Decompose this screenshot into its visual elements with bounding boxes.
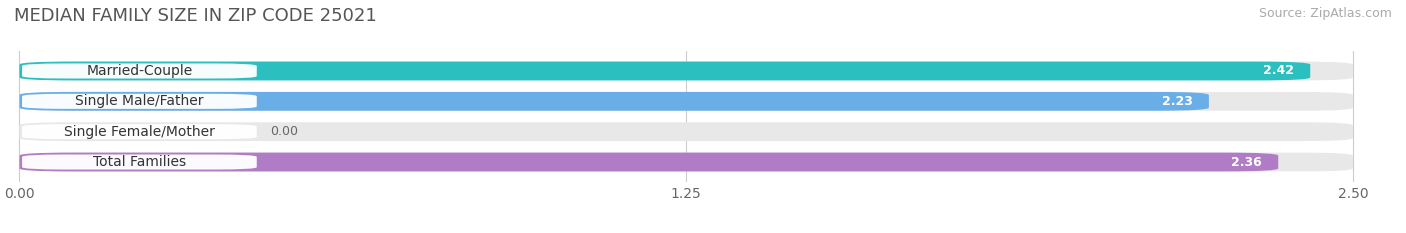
FancyBboxPatch shape — [20, 92, 1353, 111]
Text: MEDIAN FAMILY SIZE IN ZIP CODE 25021: MEDIAN FAMILY SIZE IN ZIP CODE 25021 — [14, 7, 377, 25]
FancyBboxPatch shape — [22, 94, 257, 109]
Text: 0.00: 0.00 — [270, 125, 298, 138]
Text: 2.23: 2.23 — [1161, 95, 1192, 108]
FancyBboxPatch shape — [22, 124, 257, 139]
Text: Total Families: Total Families — [93, 155, 186, 169]
Text: Single Female/Mother: Single Female/Mother — [63, 125, 215, 139]
Text: Married-Couple: Married-Couple — [86, 64, 193, 78]
FancyBboxPatch shape — [20, 153, 1353, 171]
FancyBboxPatch shape — [20, 92, 1209, 111]
FancyBboxPatch shape — [22, 63, 257, 79]
FancyBboxPatch shape — [20, 122, 1353, 141]
Text: Single Male/Father: Single Male/Father — [75, 94, 204, 108]
Text: Source: ZipAtlas.com: Source: ZipAtlas.com — [1258, 7, 1392, 20]
Text: 2.36: 2.36 — [1232, 155, 1263, 168]
FancyBboxPatch shape — [20, 153, 1278, 171]
FancyBboxPatch shape — [20, 62, 1353, 80]
FancyBboxPatch shape — [20, 62, 1310, 80]
Text: 2.42: 2.42 — [1263, 65, 1295, 78]
FancyBboxPatch shape — [22, 154, 257, 170]
